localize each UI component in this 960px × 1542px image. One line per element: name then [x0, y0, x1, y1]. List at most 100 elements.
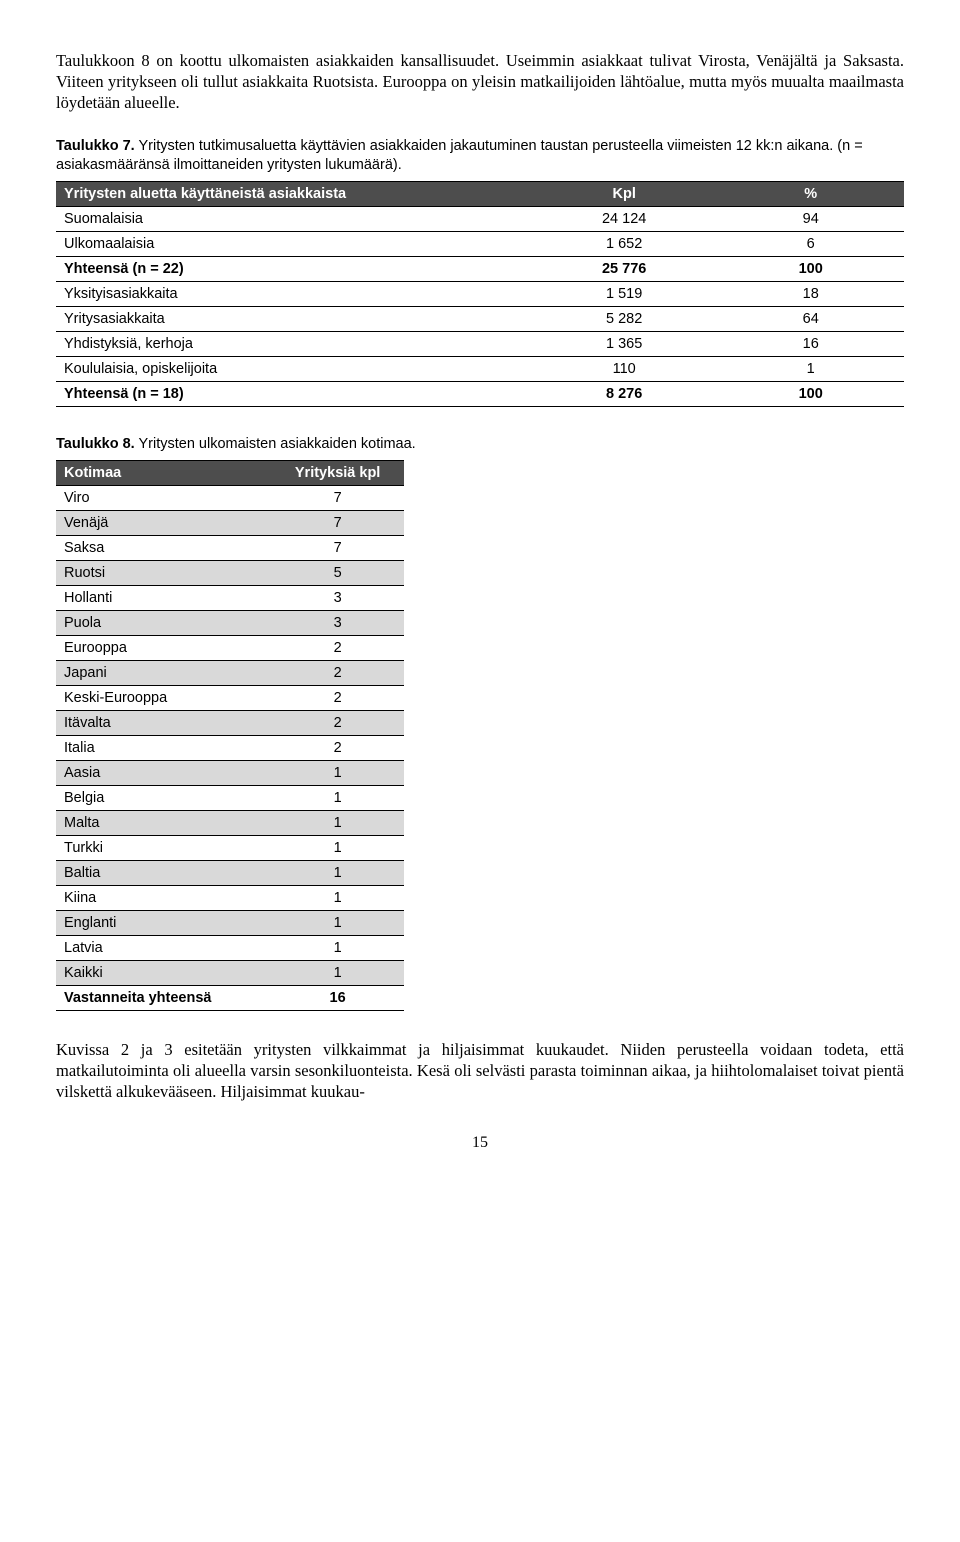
table8-caption-rest: Yritysten ulkomaisten asiakkaiden kotima…: [135, 436, 416, 452]
t8-label: Malta: [56, 810, 272, 835]
table-row: Baltia1: [56, 860, 404, 885]
t7-pct: 18: [717, 282, 904, 307]
t8-label: Hollanti: [56, 585, 272, 610]
table-row: Venäjä7: [56, 510, 404, 535]
table-row: Japani2: [56, 660, 404, 685]
table8-caption-bold: Taulukko 8.: [56, 436, 135, 452]
t8-val: 2: [272, 635, 404, 660]
t8-label: Viro: [56, 485, 272, 510]
table-row: Aasia1: [56, 760, 404, 785]
table-row: Yhdistyksiä, kerhoja1 36516: [56, 332, 904, 357]
t8-label: Eurooppa: [56, 635, 272, 660]
t7-label: Yritysasiakkaita: [56, 307, 531, 332]
table-row: Kaikki1: [56, 960, 404, 985]
table7: Yritysten aluetta käyttäneistä asiakkais…: [56, 181, 904, 407]
t8-val: 16: [272, 985, 404, 1010]
t8-label: Venäjä: [56, 510, 272, 535]
t7-label: Ulkomaalaisia: [56, 232, 531, 257]
t7-pct: 100: [717, 382, 904, 407]
t8-val: 2: [272, 685, 404, 710]
t7-kpl: 1 652: [531, 232, 718, 257]
t7-kpl: 24 124: [531, 207, 718, 232]
t8-label: Baltia: [56, 860, 272, 885]
t8-val: 1: [272, 935, 404, 960]
t8-label: Itävalta: [56, 710, 272, 735]
t8-val: 1: [272, 885, 404, 910]
table-row: Ruotsi5: [56, 560, 404, 585]
t8-label: Saksa: [56, 535, 272, 560]
table-row: Yhteensä (n = 22)25 776100: [56, 257, 904, 282]
table-row: Itävalta2: [56, 710, 404, 735]
t8-label: Keski-Eurooppa: [56, 685, 272, 710]
t7-kpl: 110: [531, 357, 718, 382]
table-row: Belgia1: [56, 785, 404, 810]
table-row: Yksityisasiakkaita1 51918: [56, 282, 904, 307]
t7-pct: 94: [717, 207, 904, 232]
table-row: Vastanneita yhteensä16: [56, 985, 404, 1010]
t8-val: 1: [272, 785, 404, 810]
t7-label: Suomalaisia: [56, 207, 531, 232]
t7-kpl: 8 276: [531, 382, 718, 407]
t8-label: Ruotsi: [56, 560, 272, 585]
table-row: Malta1: [56, 810, 404, 835]
table7-caption: Taulukko 7. Yritysten tutkimusaluetta kä…: [56, 137, 904, 175]
table-row: Italia2: [56, 735, 404, 760]
table-row: Saksa7: [56, 535, 404, 560]
t7-h1: Kpl: [531, 182, 718, 207]
t7-pct: 16: [717, 332, 904, 357]
t8-val: 7: [272, 535, 404, 560]
t8-label: Kaikki: [56, 960, 272, 985]
intro-paragraph: Taulukkoon 8 on koottu ulkomaisten asiak…: [56, 50, 904, 113]
t8-val: 1: [272, 760, 404, 785]
t8-val: 1: [272, 835, 404, 860]
t8-label: Italia: [56, 735, 272, 760]
t8-label: Belgia: [56, 785, 272, 810]
table7-caption-rest: Yritysten tutkimusaluetta käyttävien asi…: [56, 138, 863, 173]
table-row: Kiina1: [56, 885, 404, 910]
t8-val: 1: [272, 810, 404, 835]
t7-pct: 100: [717, 257, 904, 282]
t7-kpl: 1 365: [531, 332, 718, 357]
t8-label: Kiina: [56, 885, 272, 910]
table-row: Latvia1: [56, 935, 404, 960]
t8-val: 1: [272, 860, 404, 885]
t8-val: 7: [272, 485, 404, 510]
t7-label: Yhteensä (n = 18): [56, 382, 531, 407]
t8-val: 5: [272, 560, 404, 585]
t8-label: Aasia: [56, 760, 272, 785]
t7-h2: %: [717, 182, 904, 207]
table-row: Yhteensä (n = 18)8 276100: [56, 382, 904, 407]
page-number: 15: [56, 1134, 904, 1152]
t7-kpl: 5 282: [531, 307, 718, 332]
t7-label: Yhteensä (n = 22): [56, 257, 531, 282]
table8-caption: Taulukko 8. Yritysten ulkomaisten asiakk…: [56, 435, 904, 454]
t7-kpl: 25 776: [531, 257, 718, 282]
t8-h1: Yrityksiä kpl: [272, 460, 404, 485]
t8-label: Japani: [56, 660, 272, 685]
t7-kpl: 1 519: [531, 282, 718, 307]
t8-label: Turkki: [56, 835, 272, 860]
t8-h0: Kotimaa: [56, 460, 272, 485]
table-row: Viro7: [56, 485, 404, 510]
t7-label: Koululaisia, opiskelijoita: [56, 357, 531, 382]
t8-val: 3: [272, 585, 404, 610]
table7-caption-bold: Taulukko 7.: [56, 138, 135, 154]
outro-paragraph: Kuvissa 2 ja 3 esitetään yritysten vilkk…: [56, 1039, 904, 1102]
table-row: Ulkomaalaisia1 6526: [56, 232, 904, 257]
t8-val: 1: [272, 910, 404, 935]
t8-val: 2: [272, 710, 404, 735]
t7-h0: Yritysten aluetta käyttäneistä asiakkais…: [56, 182, 531, 207]
t8-label: Englanti: [56, 910, 272, 935]
t7-pct: 64: [717, 307, 904, 332]
table-row: Yritysasiakkaita5 28264: [56, 307, 904, 332]
t8-label: Vastanneita yhteensä: [56, 985, 272, 1010]
table-row: Englanti1: [56, 910, 404, 935]
t7-label: Yksityisasiakkaita: [56, 282, 531, 307]
t8-val: 2: [272, 660, 404, 685]
t8-label: Latvia: [56, 935, 272, 960]
table-row: Puola3: [56, 610, 404, 635]
t8-val: 7: [272, 510, 404, 535]
table-row: Turkki1: [56, 835, 404, 860]
table-row: Hollanti3: [56, 585, 404, 610]
table-row: Suomalaisia24 12494: [56, 207, 904, 232]
